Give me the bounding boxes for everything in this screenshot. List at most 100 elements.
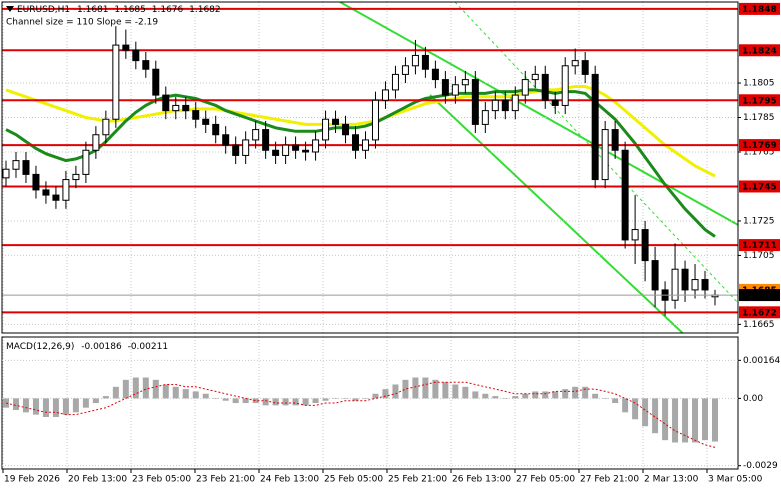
candle-body — [461, 79, 469, 86]
candle-body — [541, 73, 549, 101]
macd-bar — [582, 386, 589, 399]
price-label: 1.1682 — [742, 291, 777, 301]
y-tick-label: 1.1705 — [743, 251, 775, 261]
macd-bar — [412, 377, 419, 399]
candle-body — [551, 99, 559, 106]
macd-bar — [362, 398, 369, 399]
price-plot — [2, 7, 738, 325]
macd-bar — [202, 393, 209, 399]
macd-bar — [592, 393, 599, 399]
macd-bar — [142, 377, 149, 399]
candle-body — [112, 44, 120, 120]
x-tick-label: 2 Mar 13:00 — [644, 475, 699, 485]
candle-body — [332, 118, 340, 125]
level-label: 1.1745 — [742, 182, 777, 192]
macd-bar — [452, 384, 459, 399]
price-frame — [1, 1, 739, 334]
macd-bar — [462, 386, 469, 399]
level-label: 1.1848 — [742, 5, 777, 15]
macd-bar — [42, 398, 49, 417]
candle-body — [242, 139, 250, 156]
x-tick-label: 26 Feb 13:00 — [452, 475, 511, 485]
x-tick-label: 25 Feb 05:00 — [324, 475, 383, 485]
macd-value: -0.00186 — [81, 342, 122, 352]
candle-body — [102, 118, 110, 136]
candle-body — [142, 60, 150, 70]
candle-body — [671, 268, 679, 301]
macd-bar — [382, 389, 389, 399]
macd-bar — [402, 379, 409, 399]
macd-bar — [132, 377, 139, 399]
x-tick-label: 24 Feb 13:00 — [260, 475, 319, 485]
channel-lower — [429, 94, 685, 333]
macd-bar — [72, 398, 79, 413]
candle-body — [232, 144, 240, 156]
macd-bar — [212, 398, 219, 399]
candle-body — [511, 94, 519, 112]
chart-header: EURUSD,H1 1.1681 1.1685 1.1676 1.1682 — [17, 5, 221, 15]
chart-subtitle: Channel size = 110 Slope = -2.19 — [6, 18, 158, 28]
candle-body — [202, 118, 210, 125]
macd-bar — [22, 398, 29, 413]
level-box — [739, 139, 780, 152]
macd-plot — [2, 359, 738, 467]
macd-bar — [472, 391, 479, 399]
candle-body — [531, 73, 539, 81]
candle-body — [322, 118, 330, 141]
candle-body — [172, 104, 180, 112]
candle-body — [631, 229, 639, 241]
candle-body — [601, 129, 609, 181]
macd-bar — [352, 398, 359, 401]
macd-bar — [182, 389, 189, 399]
candle-body — [342, 123, 350, 136]
price-box — [739, 289, 780, 302]
candle-body — [312, 139, 320, 153]
macd-bar — [312, 398, 319, 404]
signal-line — [5, 381, 716, 448]
macd-bar — [232, 398, 239, 404]
candle-body — [481, 110, 489, 125]
candle-body — [641, 229, 649, 262]
macd-bar — [442, 382, 449, 399]
macd-bar — [482, 393, 489, 399]
macd-bar — [662, 398, 669, 441]
candle-body — [571, 60, 579, 67]
macd-bar — [542, 391, 549, 399]
candle-body — [611, 129, 619, 151]
macd-bar — [532, 391, 539, 399]
candle-body — [32, 173, 40, 191]
level-label: 1.1824 — [742, 46, 777, 56]
macd-bar — [192, 391, 199, 399]
candle-body — [591, 73, 599, 181]
macd-bar — [602, 398, 609, 399]
x-tick-label: 19 Feb 2026 — [4, 475, 60, 485]
y-tick-label: -0.0029 — [743, 461, 778, 471]
candle-body — [561, 65, 569, 106]
macd-bar — [392, 384, 399, 399]
candle-body — [501, 99, 509, 112]
candle-body — [152, 68, 160, 96]
macd-bar — [632, 398, 639, 420]
x-tick-label: 20 Feb 13:00 — [68, 475, 127, 485]
macd-bar — [242, 398, 249, 404]
macd-bar — [712, 398, 718, 442]
y-tick-label: 1.1725 — [743, 216, 775, 226]
y-tick-label: 1.1765 — [743, 147, 775, 157]
candle-body — [701, 279, 709, 291]
macd-bar — [642, 398, 649, 427]
candle-body — [361, 139, 369, 151]
candle-body — [521, 79, 529, 96]
candle-body — [401, 65, 409, 75]
macd-bar — [492, 396, 499, 399]
macd-bar — [262, 398, 269, 406]
macd-bar — [152, 379, 159, 399]
macd-bar — [512, 396, 519, 399]
macd-bar — [622, 398, 629, 413]
macd-bar — [302, 398, 309, 406]
candle-body — [621, 149, 629, 241]
candle-body — [182, 104, 190, 112]
candle-body — [62, 179, 70, 201]
macd-bar — [612, 398, 619, 404]
macd-bar — [12, 398, 19, 410]
